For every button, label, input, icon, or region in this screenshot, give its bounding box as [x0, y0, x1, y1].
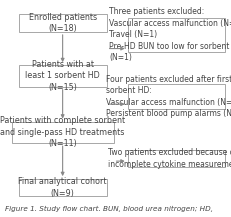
Text: Enrolled patients
(N=18): Enrolled patients (N=18) [28, 13, 96, 33]
FancyBboxPatch shape [127, 18, 224, 52]
Text: Two patients excluded because of
incomplete cytokine measurements: Two patients excluded because of incompl… [107, 148, 231, 169]
Text: Patients with at
least 1 sorbent HD
(N=15): Patients with at least 1 sorbent HD (N=1… [25, 60, 100, 92]
Text: Patients with complete sorbent
and single-pass HD treatments
(N=11): Patients with complete sorbent and singl… [0, 116, 125, 148]
FancyBboxPatch shape [18, 65, 106, 87]
FancyBboxPatch shape [12, 122, 113, 143]
Text: Final analytical cohort
(N=9): Final analytical cohort (N=9) [18, 178, 106, 198]
FancyBboxPatch shape [18, 13, 106, 32]
FancyBboxPatch shape [18, 179, 106, 196]
Text: Four patients excluded after first
sorbent HD:
Vascular access malfunction (N=1): Four patients excluded after first sorbe… [106, 75, 231, 118]
Text: Figure 1. Study flow chart. BUN, blood urea nitrogen; HD,: Figure 1. Study flow chart. BUN, blood u… [5, 205, 212, 212]
Text: Three patients excluded:
Vascular access malfunction (N=1)
Travel (N=1)
Pre-HD B: Three patients excluded: Vascular access… [109, 7, 231, 62]
FancyBboxPatch shape [127, 84, 224, 109]
FancyBboxPatch shape [127, 150, 224, 167]
